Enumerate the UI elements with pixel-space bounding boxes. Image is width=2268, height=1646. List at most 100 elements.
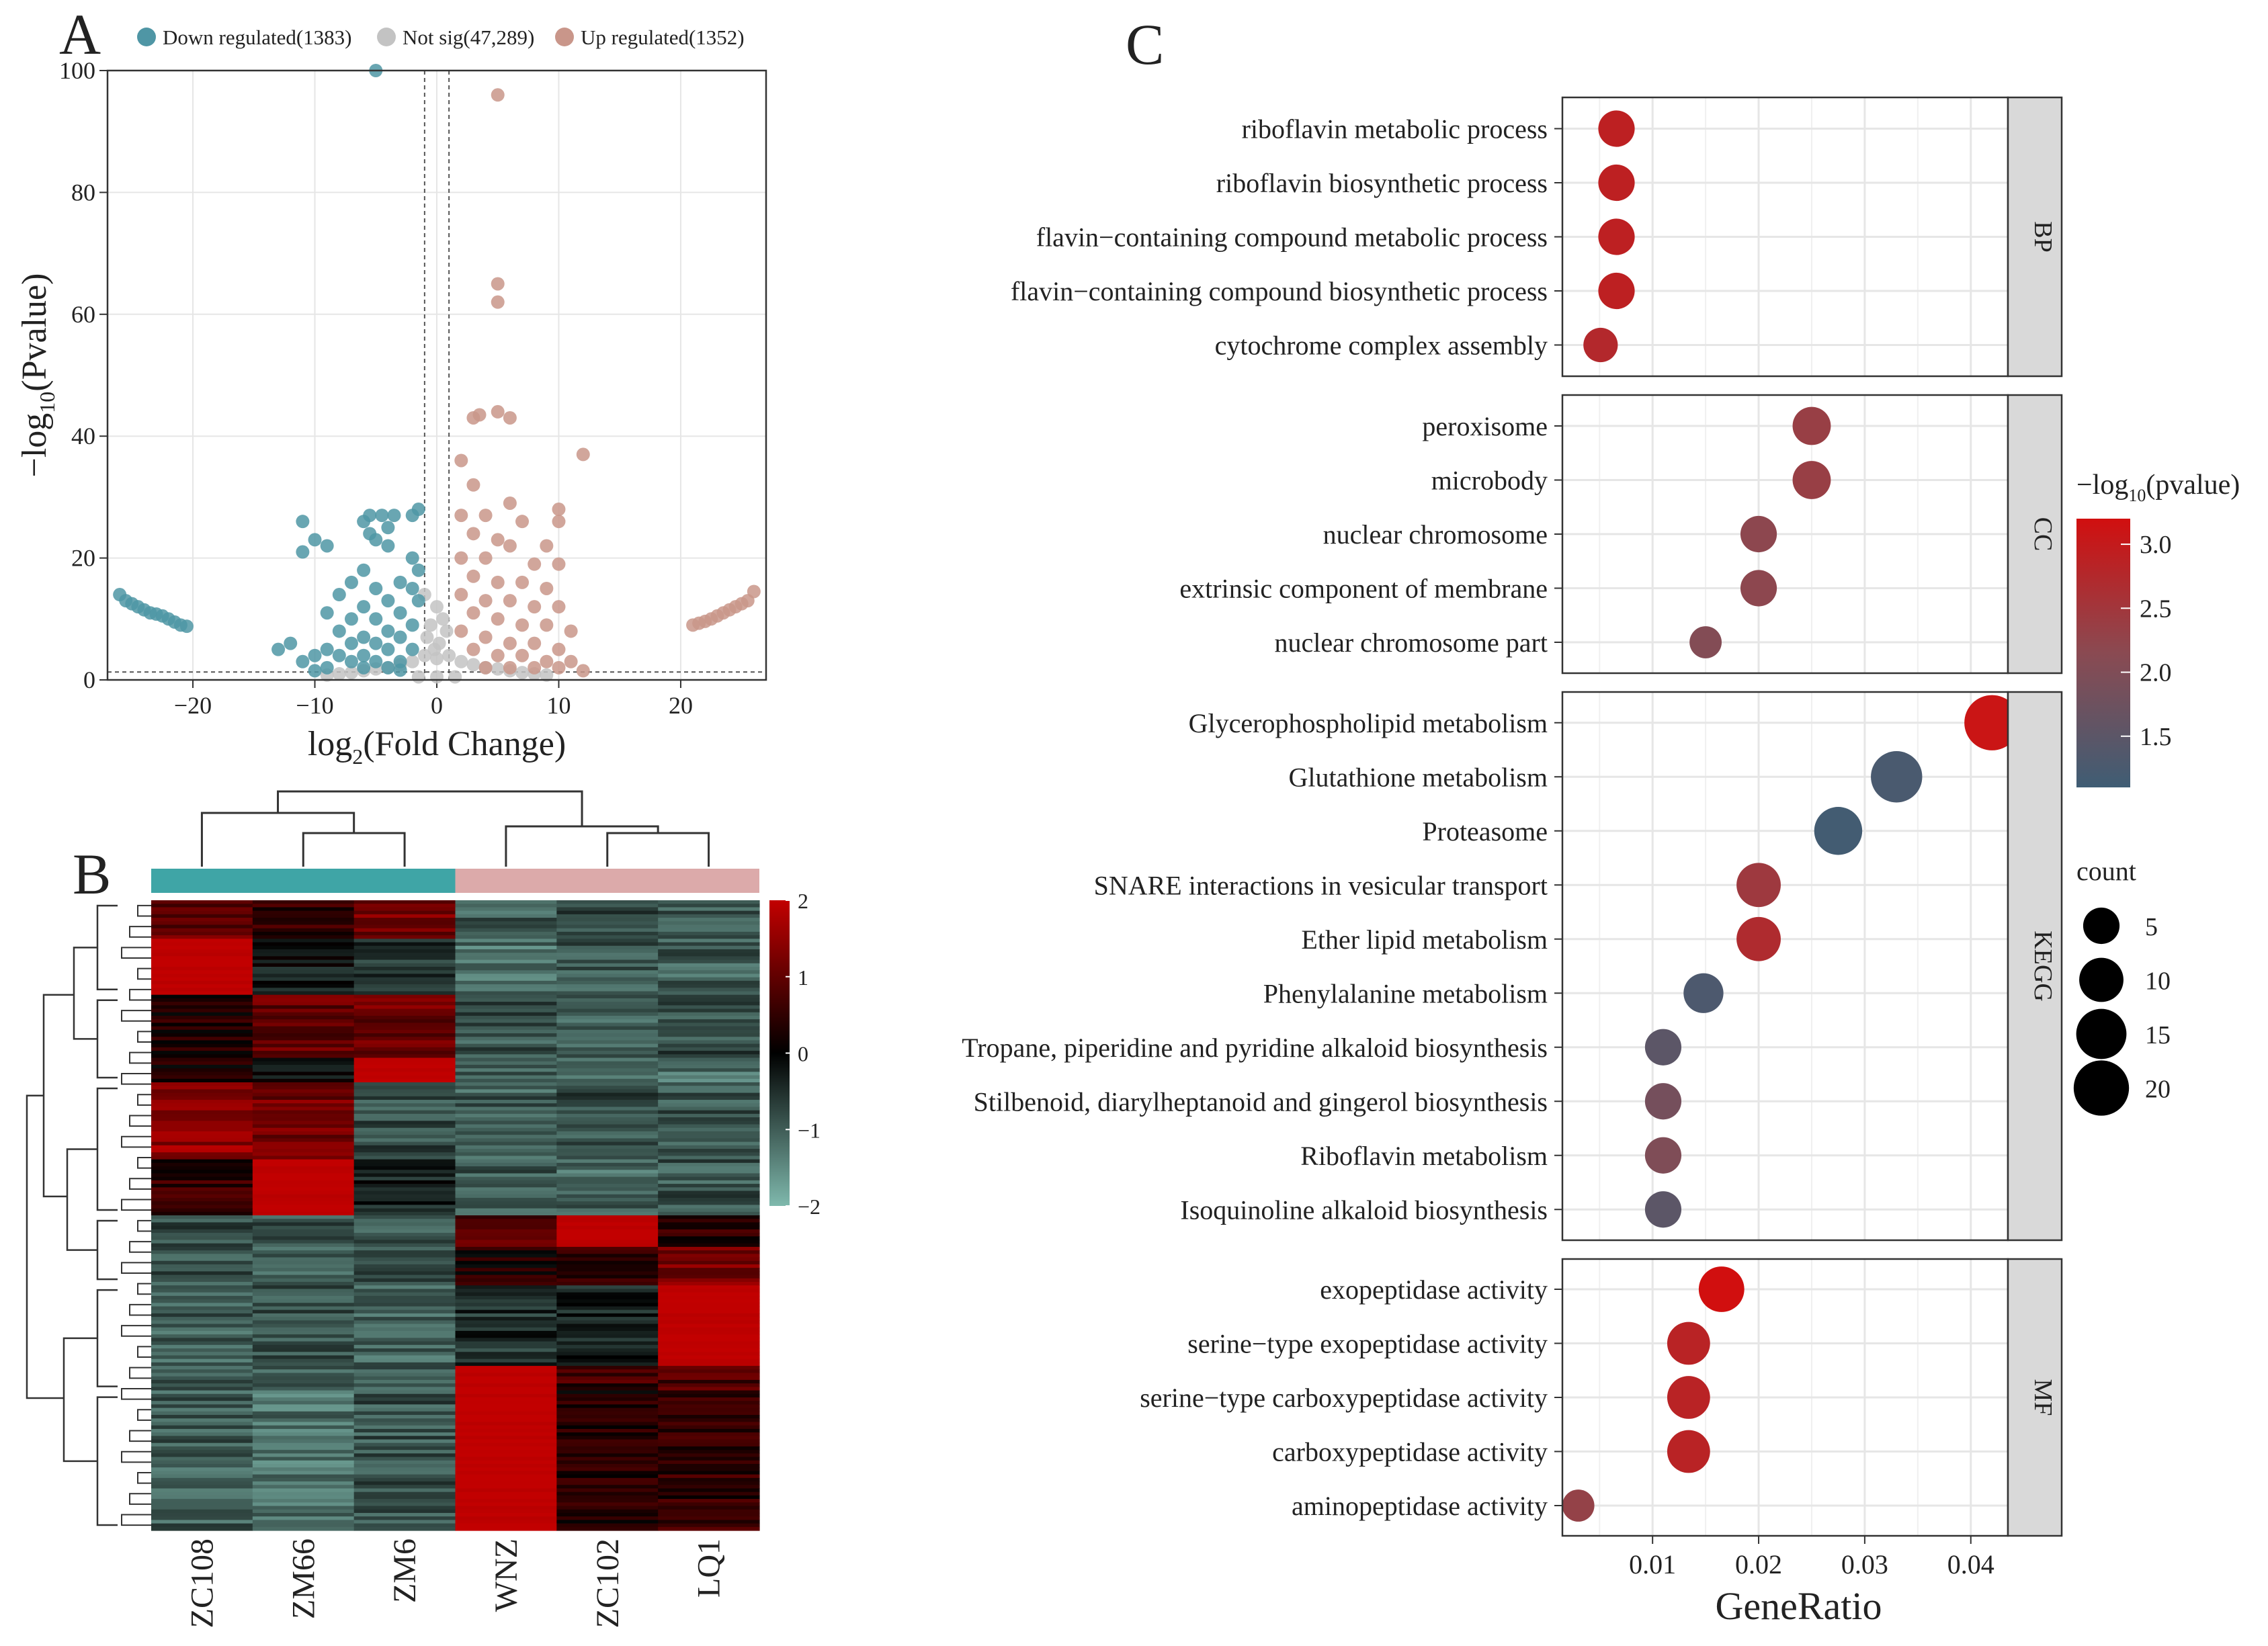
volcano-point (491, 662, 505, 676)
heatmap-cell (353, 1047, 456, 1051)
heatmap-cell (556, 1477, 659, 1482)
heatmap-cell (353, 1148, 456, 1153)
row-dendrogram (26, 904, 151, 1526)
row-dendrogram-link (62, 1337, 97, 1463)
heatmap-cell (252, 1352, 355, 1356)
heatmap-cell (455, 1243, 557, 1248)
heatmap-cell (252, 991, 355, 996)
heatmap-cell (151, 1338, 253, 1342)
heatmap-cell (252, 1201, 355, 1205)
heatmap-cell (556, 1089, 659, 1094)
heatmap-cell (151, 1243, 253, 1248)
heatmap-cell (455, 1285, 557, 1290)
heatmap-cell (353, 1268, 456, 1272)
heatmap-cell (455, 935, 557, 939)
heatmap-cell (252, 959, 355, 964)
heatmap-cell (252, 984, 355, 988)
heatmap-cell (556, 1274, 659, 1279)
heatmap-cell (455, 1127, 557, 1132)
heatmap-cell (252, 1355, 355, 1360)
heatmap-cell (353, 1131, 456, 1135)
heatmap-cell (151, 1285, 253, 1290)
heatmap-cell (151, 1439, 253, 1444)
heatmap-cell (556, 1166, 659, 1170)
row-dendrogram-link (137, 1283, 151, 1295)
heatmap-cell (252, 1481, 355, 1485)
term-label: flavin−containing compound biosynthetic … (1011, 276, 1548, 306)
heatmap-cell (556, 1260, 659, 1265)
volcano-point (357, 563, 371, 577)
heatmap-cell (455, 1110, 557, 1115)
heatmap-cell (151, 1481, 253, 1485)
heatmap-cell (658, 1320, 760, 1325)
heatmap-cell (556, 1184, 659, 1188)
heatmap-cell (353, 924, 456, 929)
heatmap-cell (658, 967, 760, 971)
heatmap-cell (151, 942, 253, 947)
heatmap-cell (658, 1411, 760, 1416)
panel-a-letter: A (59, 2, 101, 67)
heatmap-cell (556, 935, 659, 939)
heatmap-cell (353, 1306, 456, 1311)
heatmap-cell (252, 998, 355, 1002)
heatmap-cell (658, 1260, 760, 1265)
row-dendrogram-link (137, 967, 151, 980)
heatmap-cell (658, 1376, 760, 1381)
heatmap-cell (151, 1208, 253, 1213)
heatmap-cell (252, 1072, 355, 1076)
heatmap-cell (353, 1506, 456, 1510)
heatmap-cell (353, 1078, 456, 1083)
heatmap-cell (151, 1436, 253, 1440)
heatmap-cell (556, 1387, 659, 1391)
heatmap-cell (455, 1282, 557, 1286)
heatmap-cell (556, 1110, 659, 1115)
heatmap-cell (252, 1092, 355, 1097)
volcano-legend-label: Down regulated(1383) (163, 26, 352, 49)
heatmap-cell (556, 1282, 659, 1286)
heatmap-cell (658, 1145, 760, 1150)
heatmap-cell (658, 1303, 760, 1307)
heatmap-cell (455, 984, 557, 988)
heatmap-cell (252, 1121, 355, 1125)
volcano-point (515, 618, 530, 632)
heatmap-cell (353, 900, 456, 904)
heatmap-cell (556, 1313, 659, 1317)
volcano-point (344, 636, 358, 650)
heatmap-cell (556, 1481, 659, 1485)
heatmap-cell (353, 1176, 456, 1181)
heatmap-cell (252, 1250, 355, 1254)
heatmap-cell (353, 942, 456, 947)
heatmap-cell (556, 1327, 659, 1332)
heatmap-cell (151, 1282, 253, 1286)
heatmap-cell (151, 1467, 253, 1472)
heatmap-cell (353, 1292, 456, 1297)
heatmap-cell (455, 1170, 557, 1174)
heatmap-cell (658, 1240, 760, 1244)
heatmap-cell (455, 994, 557, 999)
volcano-point (369, 636, 383, 650)
heatmap-cell (556, 1348, 659, 1352)
heatmap-cell (252, 1520, 355, 1524)
heatmap-cell (455, 1446, 557, 1450)
heatmap-cell (353, 1285, 456, 1290)
heatmap-cell (353, 994, 456, 999)
term-label: peroxisome (1422, 411, 1548, 441)
heatmap-cell (556, 1078, 659, 1083)
heatmap-cell (252, 1506, 355, 1510)
heatmap-cell (556, 1439, 659, 1444)
dotplot-x-tick-label: 0.03 (1841, 1549, 1888, 1579)
heatmap-cell (455, 1313, 557, 1317)
heatmap-cell (151, 1215, 253, 1219)
heatmap-cell (151, 1225, 253, 1230)
row-dendrogram-link (129, 1051, 151, 1064)
heatmap-cell (252, 1418, 355, 1423)
term-dot (1792, 406, 1831, 445)
heatmap-cell (151, 939, 253, 943)
heatmap-cell (151, 991, 253, 996)
heatmap-cell (353, 1324, 456, 1328)
volcano-point (308, 648, 322, 662)
heatmap-cell (353, 1474, 456, 1479)
heatmap-cell (556, 921, 659, 926)
heatmap-cell (151, 1401, 253, 1405)
heatmap-cell (658, 1330, 760, 1335)
